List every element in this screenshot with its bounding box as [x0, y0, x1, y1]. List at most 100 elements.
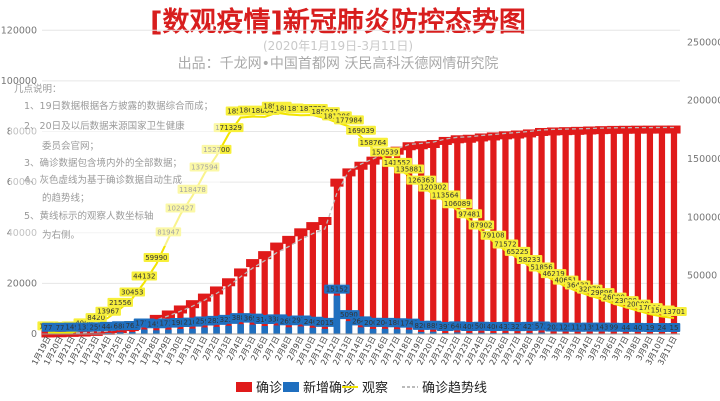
confirmed-bar: [454, 139, 461, 334]
new-confirmed-data-label-text: 1749: [400, 320, 418, 328]
confirmed-bar-cap: [655, 125, 669, 134]
note-line: 的趋势线；: [42, 192, 90, 204]
new-confirmed-data-label-box: [607, 322, 621, 332]
observation-data-label: 13967: [95, 306, 121, 316]
confirmed-bar-cap: [474, 133, 488, 142]
note-line: 几点说明：: [14, 83, 62, 95]
new-confirmed-data-label-text: 406: [487, 323, 501, 331]
observation-data-label-box: [406, 175, 437, 185]
observation-data-label-text: 186045: [251, 107, 278, 115]
observation-data-label-text: 30453: [121, 288, 143, 296]
right-axis-ticks: 50000 100000 150000 200000 250000: [687, 37, 720, 281]
new-confirmed-bar: [453, 332, 461, 334]
new-confirmed-data-label: 24: [655, 322, 669, 332]
new-confirmed-data-label-box: [41, 322, 55, 332]
observation-data-label-box: [334, 115, 364, 125]
observation-data-label: 71572: [492, 239, 519, 249]
observation-data-label: 135881: [394, 164, 425, 174]
confirmed-bar: [598, 130, 605, 334]
confirmed-bar-cap: [197, 293, 212, 302]
observation-data-label-text: 158764: [360, 139, 387, 147]
left-tick-label: 20000: [7, 278, 37, 289]
new-confirmed-data-label-box: [314, 317, 336, 327]
legend-item: 观察: [342, 381, 388, 396]
confirmed-bar: [466, 138, 473, 334]
new-confirmed-bar: [538, 332, 545, 334]
confirmed-bar-cap: [559, 127, 573, 136]
confirmed-bar-cap: [547, 127, 561, 136]
new-confirmed-data-label-text: 2652: [280, 317, 298, 325]
new-confirmed-data-label-text: 125: [559, 324, 572, 332]
observation-data-label: 150539: [370, 147, 400, 157]
confirmed-bar-cap: [282, 235, 296, 244]
notes-box: 几点说明： 1、19日数据根据各方披露的数据综合而成； 2、20日及以后数据来源国家…: [10, 83, 220, 246]
confirmed-bar: [610, 129, 617, 334]
new-confirmed-data-label-text: 3385: [268, 315, 286, 323]
observation-data-label-box: [370, 147, 400, 157]
note-line: 2、20日及以后数据来源国家卫生健康: [24, 120, 185, 132]
observation-data-label-text: 135881: [396, 165, 423, 173]
new-confirmed-data-label-text: 2590: [196, 317, 214, 325]
new-confirmed-data-label-text: 573: [535, 323, 548, 331]
new-confirmed-bar: [201, 327, 208, 334]
new-confirmed-data-label-text: 149: [65, 324, 78, 332]
new-confirmed-bar: [357, 327, 365, 334]
new-confirmed-data-label-text: 2641: [352, 317, 370, 325]
new-confirmed-data-label-text: 688: [114, 322, 127, 330]
observation-data-label: 158764: [358, 137, 388, 147]
note-line: 为右侧。: [42, 229, 80, 241]
new-confirmed-bar: [225, 325, 232, 334]
observation-data-label: 65225: [504, 246, 531, 256]
observation-data-label-text: 21556: [109, 299, 132, 307]
observation-data-label-box: [504, 246, 531, 256]
new-confirmed-bar: [285, 327, 293, 334]
note-line: 3、确诊数据包含境内外的全部数据；: [24, 157, 182, 169]
observation-data-label-text: 44132: [133, 273, 155, 281]
confirmed-bar: [574, 130, 581, 334]
new-confirmed-data-label-text: 15: [670, 324, 679, 332]
confirmed-bar-cap: [510, 130, 525, 139]
new-confirmed-data-label-text: 2829: [208, 317, 226, 325]
observation-data-label-text: 141552: [384, 159, 411, 167]
observation-data-label: 59990: [143, 253, 170, 263]
confirmed-bar-cap: [595, 126, 609, 135]
confirmed-bar: [634, 129, 641, 334]
observation-data-label-text: 58233: [518, 256, 540, 264]
confirmed-bar-cap: [149, 314, 163, 323]
notes-background: [10, 84, 220, 246]
new-confirmed-data-label: 99: [607, 322, 621, 332]
new-confirmed-data-label-text: 139: [583, 324, 596, 332]
new-confirmed-data-label: 40: [631, 322, 645, 332]
right-tick-label: 150000: [687, 154, 720, 165]
left-tick-label: 100000: [1, 76, 37, 87]
note-line: 委员会官网；: [42, 140, 99, 152]
observation-data-label-box: [430, 190, 461, 200]
observation-data-label: 106089: [442, 199, 473, 209]
chart-source: 出品：千龙网•中国首都网 沃民高科沃德网情研究院: [178, 55, 499, 72]
confirmed-bar-cap: [534, 127, 549, 136]
new-confirmed-bar: [309, 327, 317, 334]
observation-data-label-text: 8420: [87, 314, 105, 322]
confirmed-bar-cap: [667, 125, 681, 134]
confirmed-bar-cap: [366, 156, 380, 165]
confirmed-bar-cap: [462, 134, 476, 143]
confirmed-bar: [225, 282, 232, 334]
new-confirmed-data-label-text: 99: [609, 324, 618, 332]
observation-data-label: 177984: [334, 115, 364, 125]
new-confirmed-data-label: 15152: [324, 284, 350, 294]
confirmed-bar-cap: [583, 126, 597, 135]
observation-data-label-text: 79108: [482, 232, 504, 240]
confirmed-bar: [273, 246, 280, 334]
observation-data-label-box: [468, 220, 495, 230]
confirmed-bar-cap: [354, 161, 368, 170]
observation-data-label-box: [442, 199, 473, 209]
observation-data-label-text: 106089: [444, 200, 471, 208]
new-confirmed-data-label-text: 508: [475, 323, 488, 331]
observation-data-label-text: 169039: [348, 127, 375, 135]
observation-data-label: 87902: [468, 220, 495, 230]
new-confirmed-data-label-box: [667, 322, 681, 332]
new-confirmed-data-label-text: 131: [77, 324, 90, 332]
confirmed-bar: [430, 143, 437, 334]
observation-data-label-text: 59990: [145, 254, 167, 262]
new-confirmed-data-label-box: [53, 322, 67, 332]
